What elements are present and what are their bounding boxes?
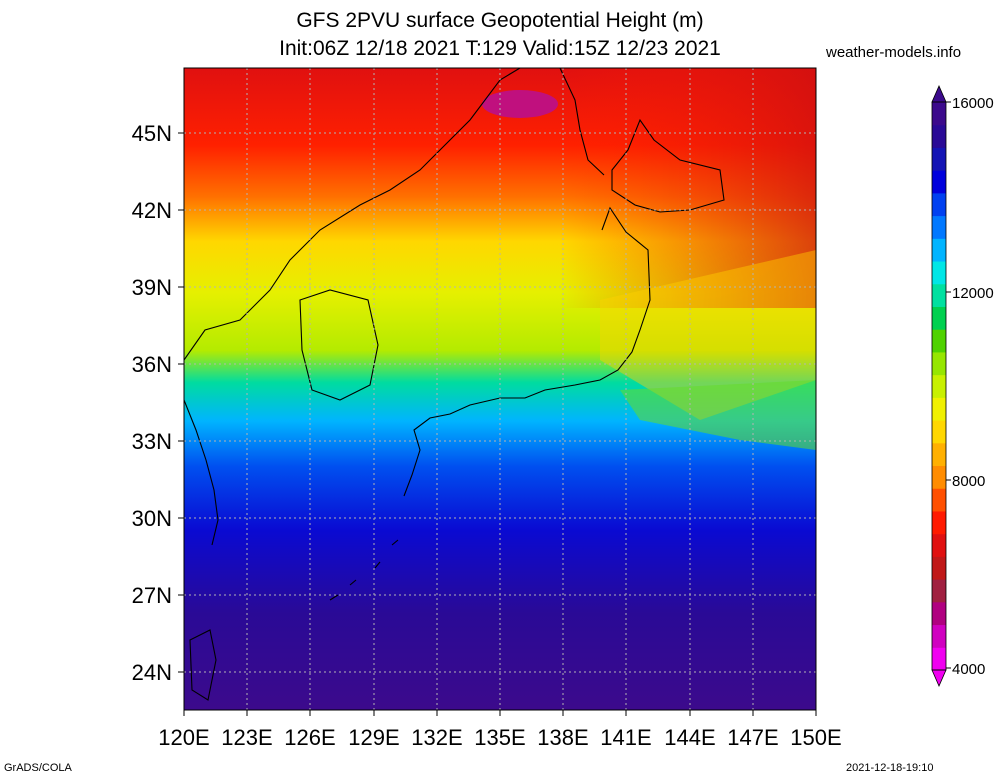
colorbar-swatch (932, 192, 946, 217)
colorbar-swatch (932, 215, 946, 239)
lon-label: 144E (664, 725, 715, 750)
lon-label: 150E (790, 725, 841, 750)
lat-label: 24N (132, 660, 172, 685)
colorbar-swatch (932, 374, 946, 398)
colorbar-swatch (932, 261, 946, 285)
geopotential-map: 120E 123E 126E 129E 132E 135E 138E 141E … (132, 67, 994, 750)
graticule (184, 68, 816, 710)
colorbar-max-arrow (931, 85, 947, 103)
lat-label: 45N (132, 121, 172, 146)
lon-label: 138E (537, 725, 588, 750)
eastern-yellow-band (600, 250, 816, 420)
lat-label: 36N (132, 352, 172, 377)
colorbar-swatch (932, 442, 946, 467)
colorbar-swatch (932, 124, 946, 148)
eastern-warm-overlay (560, 68, 816, 308)
colorbar-label: 4000 (952, 661, 985, 678)
lon-label: 129E (348, 725, 399, 750)
colorbar-swatch (932, 579, 946, 603)
colorbar-label: 16000 (952, 95, 994, 112)
colorbar-label: 8000 (952, 473, 985, 490)
colorbar-swatch (932, 533, 946, 557)
colorbar-swatch (932, 170, 946, 194)
colorbar-swatch (932, 283, 946, 307)
colorbar-swatch (932, 510, 946, 535)
colorbar-swatch (932, 351, 946, 376)
colorbar-swatch (932, 465, 946, 489)
colorbar-swatch (932, 488, 946, 512)
lon-label: 141E (600, 725, 651, 750)
colorbar-min-arrow (931, 669, 947, 687)
lat-label: 42N (132, 198, 172, 223)
axis-ticks (178, 132, 817, 716)
colorbar-label: 12000 (952, 285, 994, 302)
lon-label: 147E (727, 725, 778, 750)
colorbar-swatch (932, 556, 946, 580)
colorbar-swatch (932, 601, 946, 626)
colorbar-swatch (932, 420, 946, 444)
colorbar-swatch (932, 329, 946, 353)
colorbar-swatch (932, 624, 946, 648)
map-subtitle: Init:06Z 12/18 2021 T:129 Valid:15Z 12/2… (279, 37, 721, 60)
low-height-patch (482, 90, 558, 118)
map-title: GFS 2PVU surface Geopotential Height (m) (296, 9, 704, 32)
site-credit: weather-models.info (826, 44, 962, 61)
lon-label: 123E (221, 725, 272, 750)
lon-label: 126E (284, 725, 335, 750)
eastern-green-band (620, 380, 816, 450)
coastlines (184, 68, 725, 701)
colorbar-frame (931, 101, 947, 671)
colorbar-swatch (932, 238, 946, 262)
lon-label: 120E (158, 725, 209, 750)
lat-label: 30N (132, 506, 172, 531)
footer-software: GrADS/COLA (4, 762, 72, 774)
colorbar-swatch (932, 647, 946, 671)
colorbar-swatch (932, 102, 946, 126)
lon-label: 132E (411, 725, 462, 750)
colorbar-swatch (932, 397, 946, 421)
footer-timestamp: 2021-12-18-19:10 (846, 762, 934, 774)
lat-label: 39N (132, 275, 172, 300)
lat-label: 27N (132, 583, 172, 608)
colorbar-swatch (932, 306, 946, 330)
lon-label: 135E (474, 725, 525, 750)
colorbar (931, 85, 951, 687)
lat-label: 33N (132, 429, 172, 454)
colorbar-swatch (932, 147, 946, 171)
